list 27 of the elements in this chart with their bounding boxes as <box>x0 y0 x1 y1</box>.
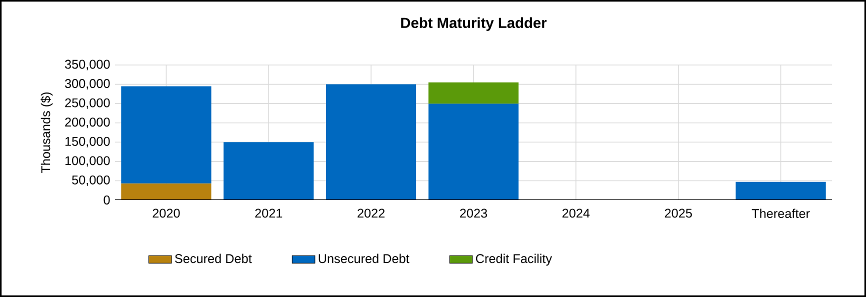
bar <box>224 142 314 200</box>
x-tick-label: 2025 <box>664 208 692 218</box>
bar <box>326 84 416 200</box>
bar <box>428 104 519 200</box>
y-tick-label: 150,000 <box>65 136 110 148</box>
chart-title: Debt Maturity Ladder <box>401 17 547 31</box>
y-tick-label: 0 <box>104 196 110 204</box>
bar <box>121 86 212 184</box>
y-tick-label: 50,000 <box>72 175 110 186</box>
y-tick-label: 250,000 <box>65 98 110 109</box>
bar <box>121 183 212 200</box>
y-tick-label: 200,000 <box>65 118 110 128</box>
x-tick-label: 2022 <box>358 208 385 218</box>
x-tick-label: Thereafter <box>752 208 810 218</box>
y-tick-label: 350,000 <box>64 60 110 70</box>
legend-label: Unsecured Debt <box>318 254 410 264</box>
y-tick-label: 100,000 <box>65 156 110 167</box>
x-tick-label: 2024 <box>562 208 590 218</box>
bar <box>736 182 826 200</box>
x-tick-label: 2020 <box>152 208 180 218</box>
y-tick-label: 300,000 <box>64 79 110 90</box>
x-tick-label: 2023 <box>460 208 488 218</box>
y-axis-title: Thousands ($) <box>40 92 53 174</box>
legend-label: Credit Facility <box>476 254 552 266</box>
bar <box>428 82 519 104</box>
x-tick-label: 2021 <box>255 208 282 218</box>
legend-label: Secured Debt <box>175 254 252 264</box>
